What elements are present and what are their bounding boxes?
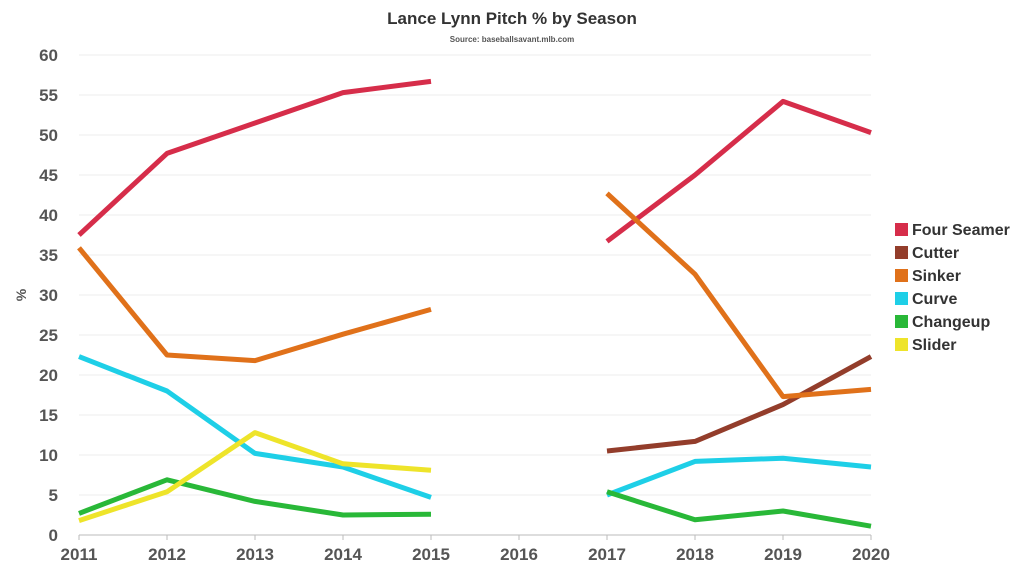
chart-title: Lance Lynn Pitch % by Season xyxy=(387,9,637,28)
legend-swatch-curve xyxy=(895,292,908,305)
series-line-four-seamer xyxy=(605,98,872,244)
y-tick-label: 55 xyxy=(39,86,58,105)
y-tick-label: 30 xyxy=(39,286,58,305)
legend-swatch-cutter xyxy=(895,246,908,259)
y-tick-label: 45 xyxy=(39,166,58,185)
series-line-curve xyxy=(78,354,432,500)
series-line-sinker xyxy=(77,246,432,364)
x-tick-label: 2016 xyxy=(500,545,538,564)
series-line-cutter xyxy=(606,354,873,454)
legend-label-four-seamer: Four Seamer xyxy=(912,222,1010,239)
series-line-sinker xyxy=(605,191,872,400)
x-tick-label: 2014 xyxy=(324,545,362,564)
y-tick-label: 25 xyxy=(39,326,58,345)
legend-label-curve: Curve xyxy=(912,291,957,308)
x-tick-label: 2011 xyxy=(61,545,98,564)
x-tick-label: 2017 xyxy=(588,545,626,564)
y-tick-label: 50 xyxy=(39,126,58,145)
legend: Four Seamer Cutter Sinker Curve Changeup Slid… xyxy=(895,222,1010,354)
x-tick-label: 2012 xyxy=(148,545,186,564)
legend-label-changeup: Changeup xyxy=(912,314,990,331)
legend-label-cutter: Cutter xyxy=(912,245,959,262)
series-line-changeup xyxy=(78,477,432,518)
y-tick-label: 0 xyxy=(49,526,58,545)
x-axis-ticks: 2011 2012 2013 2014 2015 2016 2017 2018 2019 2020 xyxy=(61,535,890,564)
legend-label-sinker: Sinker xyxy=(912,268,961,285)
y-tick-label: 40 xyxy=(39,206,58,225)
y-tick-label: 5 xyxy=(49,486,58,505)
y-tick-label: 10 xyxy=(39,446,58,465)
legend-swatch-changeup xyxy=(895,315,908,328)
y-axis-ticks: 0 5 10 15 20 25 30 35 40 45 50 55 60 xyxy=(39,46,58,545)
y-tick-label: 35 xyxy=(39,246,58,265)
series-line-slider xyxy=(78,430,432,523)
gridlines xyxy=(79,54,871,536)
series-line-four-seamer xyxy=(77,78,432,237)
y-tick-label: 60 xyxy=(39,46,58,65)
series-line-changeup xyxy=(606,489,872,529)
series-line-curve xyxy=(606,455,872,498)
series-lines xyxy=(77,78,873,529)
y-tick-label: 20 xyxy=(39,366,58,385)
y-axis-label: % xyxy=(13,288,29,301)
chart-subtitle: Source: baseballsavant.mlb.com xyxy=(450,35,575,44)
legend-swatch-sinker xyxy=(895,269,908,282)
x-tick-label: 2020 xyxy=(852,545,890,564)
x-tick-label: 2019 xyxy=(764,545,802,564)
x-tick-label: 2013 xyxy=(236,545,274,564)
legend-label-slider: Slider xyxy=(912,337,956,354)
x-tick-label: 2015 xyxy=(412,545,450,564)
y-tick-label: 15 xyxy=(39,406,58,425)
x-tick-label: 2018 xyxy=(676,545,714,564)
legend-swatch-four-seamer xyxy=(895,223,908,236)
legend-swatch-slider xyxy=(895,338,908,351)
